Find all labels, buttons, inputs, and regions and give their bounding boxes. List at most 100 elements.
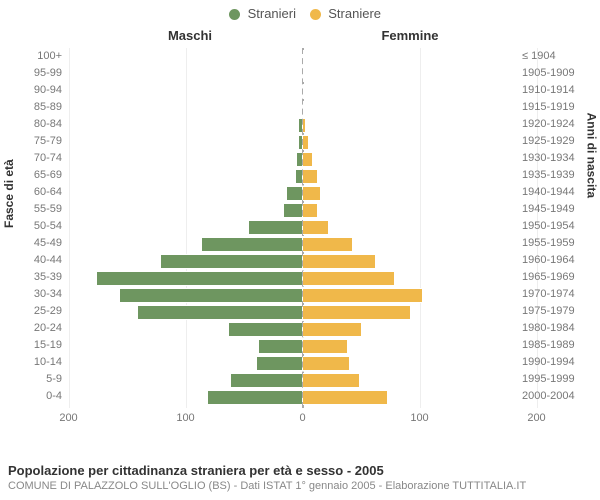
pyramid-rows: 100+≤ 190495-99 1905-190990-941910-191485…	[0, 48, 600, 405]
bar-female	[303, 101, 304, 116]
bar-male	[301, 84, 302, 99]
birth-year-label: 1975-1979	[522, 303, 586, 320]
pyramid-row: 35-39 1965-1969	[0, 269, 600, 286]
bar-female	[303, 220, 330, 235]
birth-year-label: 1955-1959	[522, 235, 586, 252]
bar-male	[298, 135, 301, 150]
legend-label-male: Stranieri	[248, 6, 296, 21]
age-label: 95-99	[18, 65, 62, 82]
birth-year-label: 1950-1954	[522, 218, 586, 235]
pyramid-row: 90-941910-1914	[0, 82, 600, 99]
birth-year-label: 1925-1929	[522, 133, 586, 150]
bar-male	[160, 254, 301, 269]
age-label: 30-34	[18, 286, 62, 303]
birth-year-label: 1905-1909	[522, 65, 586, 82]
bar-male	[201, 237, 301, 252]
pyramid-row: 25-29 1975-1979	[0, 303, 600, 320]
bar-female	[303, 254, 377, 269]
age-label: 25-29	[18, 303, 62, 320]
bar-female	[303, 203, 318, 218]
bar-male	[301, 101, 302, 116]
pyramid-row: 0-4 2000-2004	[0, 388, 600, 405]
bar-female	[303, 237, 353, 252]
age-label: 20-24	[18, 320, 62, 337]
bar-male	[248, 220, 302, 235]
age-label: 65-69	[18, 167, 62, 184]
bar-female	[303, 186, 322, 201]
bar-male	[295, 169, 302, 184]
bar-male	[207, 390, 302, 405]
bar-female	[303, 271, 395, 286]
birth-year-label: 1935-1939	[522, 167, 586, 184]
bar-female	[303, 84, 304, 99]
pyramid-row: 85-89 1915-1919	[0, 99, 600, 116]
birth-year-label: 1960-1964	[522, 252, 586, 269]
legend: Stranieri Straniere	[0, 0, 600, 21]
legend-swatch-male	[229, 9, 240, 20]
bar-male	[119, 288, 301, 303]
pyramid-row: 60-64 1940-1944	[0, 184, 600, 201]
x-tick: 200	[527, 412, 545, 424]
bar-female	[303, 322, 363, 337]
birth-year-label: 1940-1944	[522, 184, 586, 201]
age-label: 5-9	[18, 371, 62, 388]
bar-male	[96, 271, 302, 286]
bar-male	[301, 50, 302, 65]
x-tick: 100	[410, 412, 428, 424]
age-label: 15-19	[18, 337, 62, 354]
age-label: 0-4	[18, 388, 62, 405]
column-header-male: Maschi	[100, 28, 280, 43]
pyramid-row: 30-34 1970-1974	[0, 286, 600, 303]
chart-title: Popolazione per cittadinanza straniera p…	[8, 463, 592, 478]
age-label: 100+	[18, 48, 62, 65]
birth-year-label: 1930-1934	[522, 150, 586, 167]
pyramid-row: 65-69 1935-1939	[0, 167, 600, 184]
bar-female	[303, 118, 306, 133]
age-label: 50-54	[18, 218, 62, 235]
birth-year-label: 1990-1994	[522, 354, 586, 371]
birth-year-label: 1970-1974	[522, 286, 586, 303]
pyramid-row: 45-49 1955-1959	[0, 235, 600, 252]
chart-subtitle: COMUNE DI PALAZZOLO SULL'OGLIO (BS) - Da…	[8, 480, 592, 492]
pyramid-row: 20-241980-1984	[0, 320, 600, 337]
bar-female	[303, 305, 412, 320]
pyramid-row: 15-19 1985-1989	[0, 337, 600, 354]
age-label: 45-49	[18, 235, 62, 252]
age-label: 55-59	[18, 201, 62, 218]
pyramid-row: 80-841920-1924	[0, 116, 600, 133]
birth-year-label: 2000-2004	[522, 388, 586, 405]
age-label: 85-89	[18, 99, 62, 116]
birth-year-label: 1915-1919	[522, 99, 586, 116]
pyramid-row: 100+≤ 1904	[0, 48, 600, 65]
pyramid-row: 50-54 1950-1954	[0, 218, 600, 235]
legend-label-female: Straniere	[328, 6, 381, 21]
age-label: 40-44	[18, 252, 62, 269]
chart-footer: Popolazione per cittadinanza straniera p…	[8, 463, 592, 492]
pyramid-row: 55-59 1945-1949	[0, 201, 600, 218]
pyramid-row: 10-14 1990-1994	[0, 354, 600, 371]
bar-male	[230, 373, 301, 388]
bar-female	[303, 135, 310, 150]
bar-female	[303, 288, 423, 303]
birth-year-label: 1920-1924	[522, 116, 586, 133]
age-label: 10-14	[18, 354, 62, 371]
bar-male	[228, 322, 302, 337]
age-label: 35-39	[18, 269, 62, 286]
bar-female	[303, 373, 360, 388]
bar-female	[303, 50, 304, 65]
birth-year-label: 1965-1969	[522, 269, 586, 286]
legend-swatch-female	[310, 9, 321, 20]
x-tick: 100	[176, 412, 194, 424]
birth-year-label: 1995-1999	[522, 371, 586, 388]
age-label: 90-94	[18, 82, 62, 99]
bar-male	[137, 305, 302, 320]
bar-male	[283, 203, 302, 218]
bar-male	[258, 339, 301, 354]
age-label: 75-79	[18, 133, 62, 150]
age-label: 60-64	[18, 184, 62, 201]
bar-female	[303, 152, 313, 167]
bar-female	[303, 339, 348, 354]
bar-male	[286, 186, 301, 201]
birth-year-label: 1945-1949	[522, 201, 586, 218]
birth-year-label: 1985-1989	[522, 337, 586, 354]
